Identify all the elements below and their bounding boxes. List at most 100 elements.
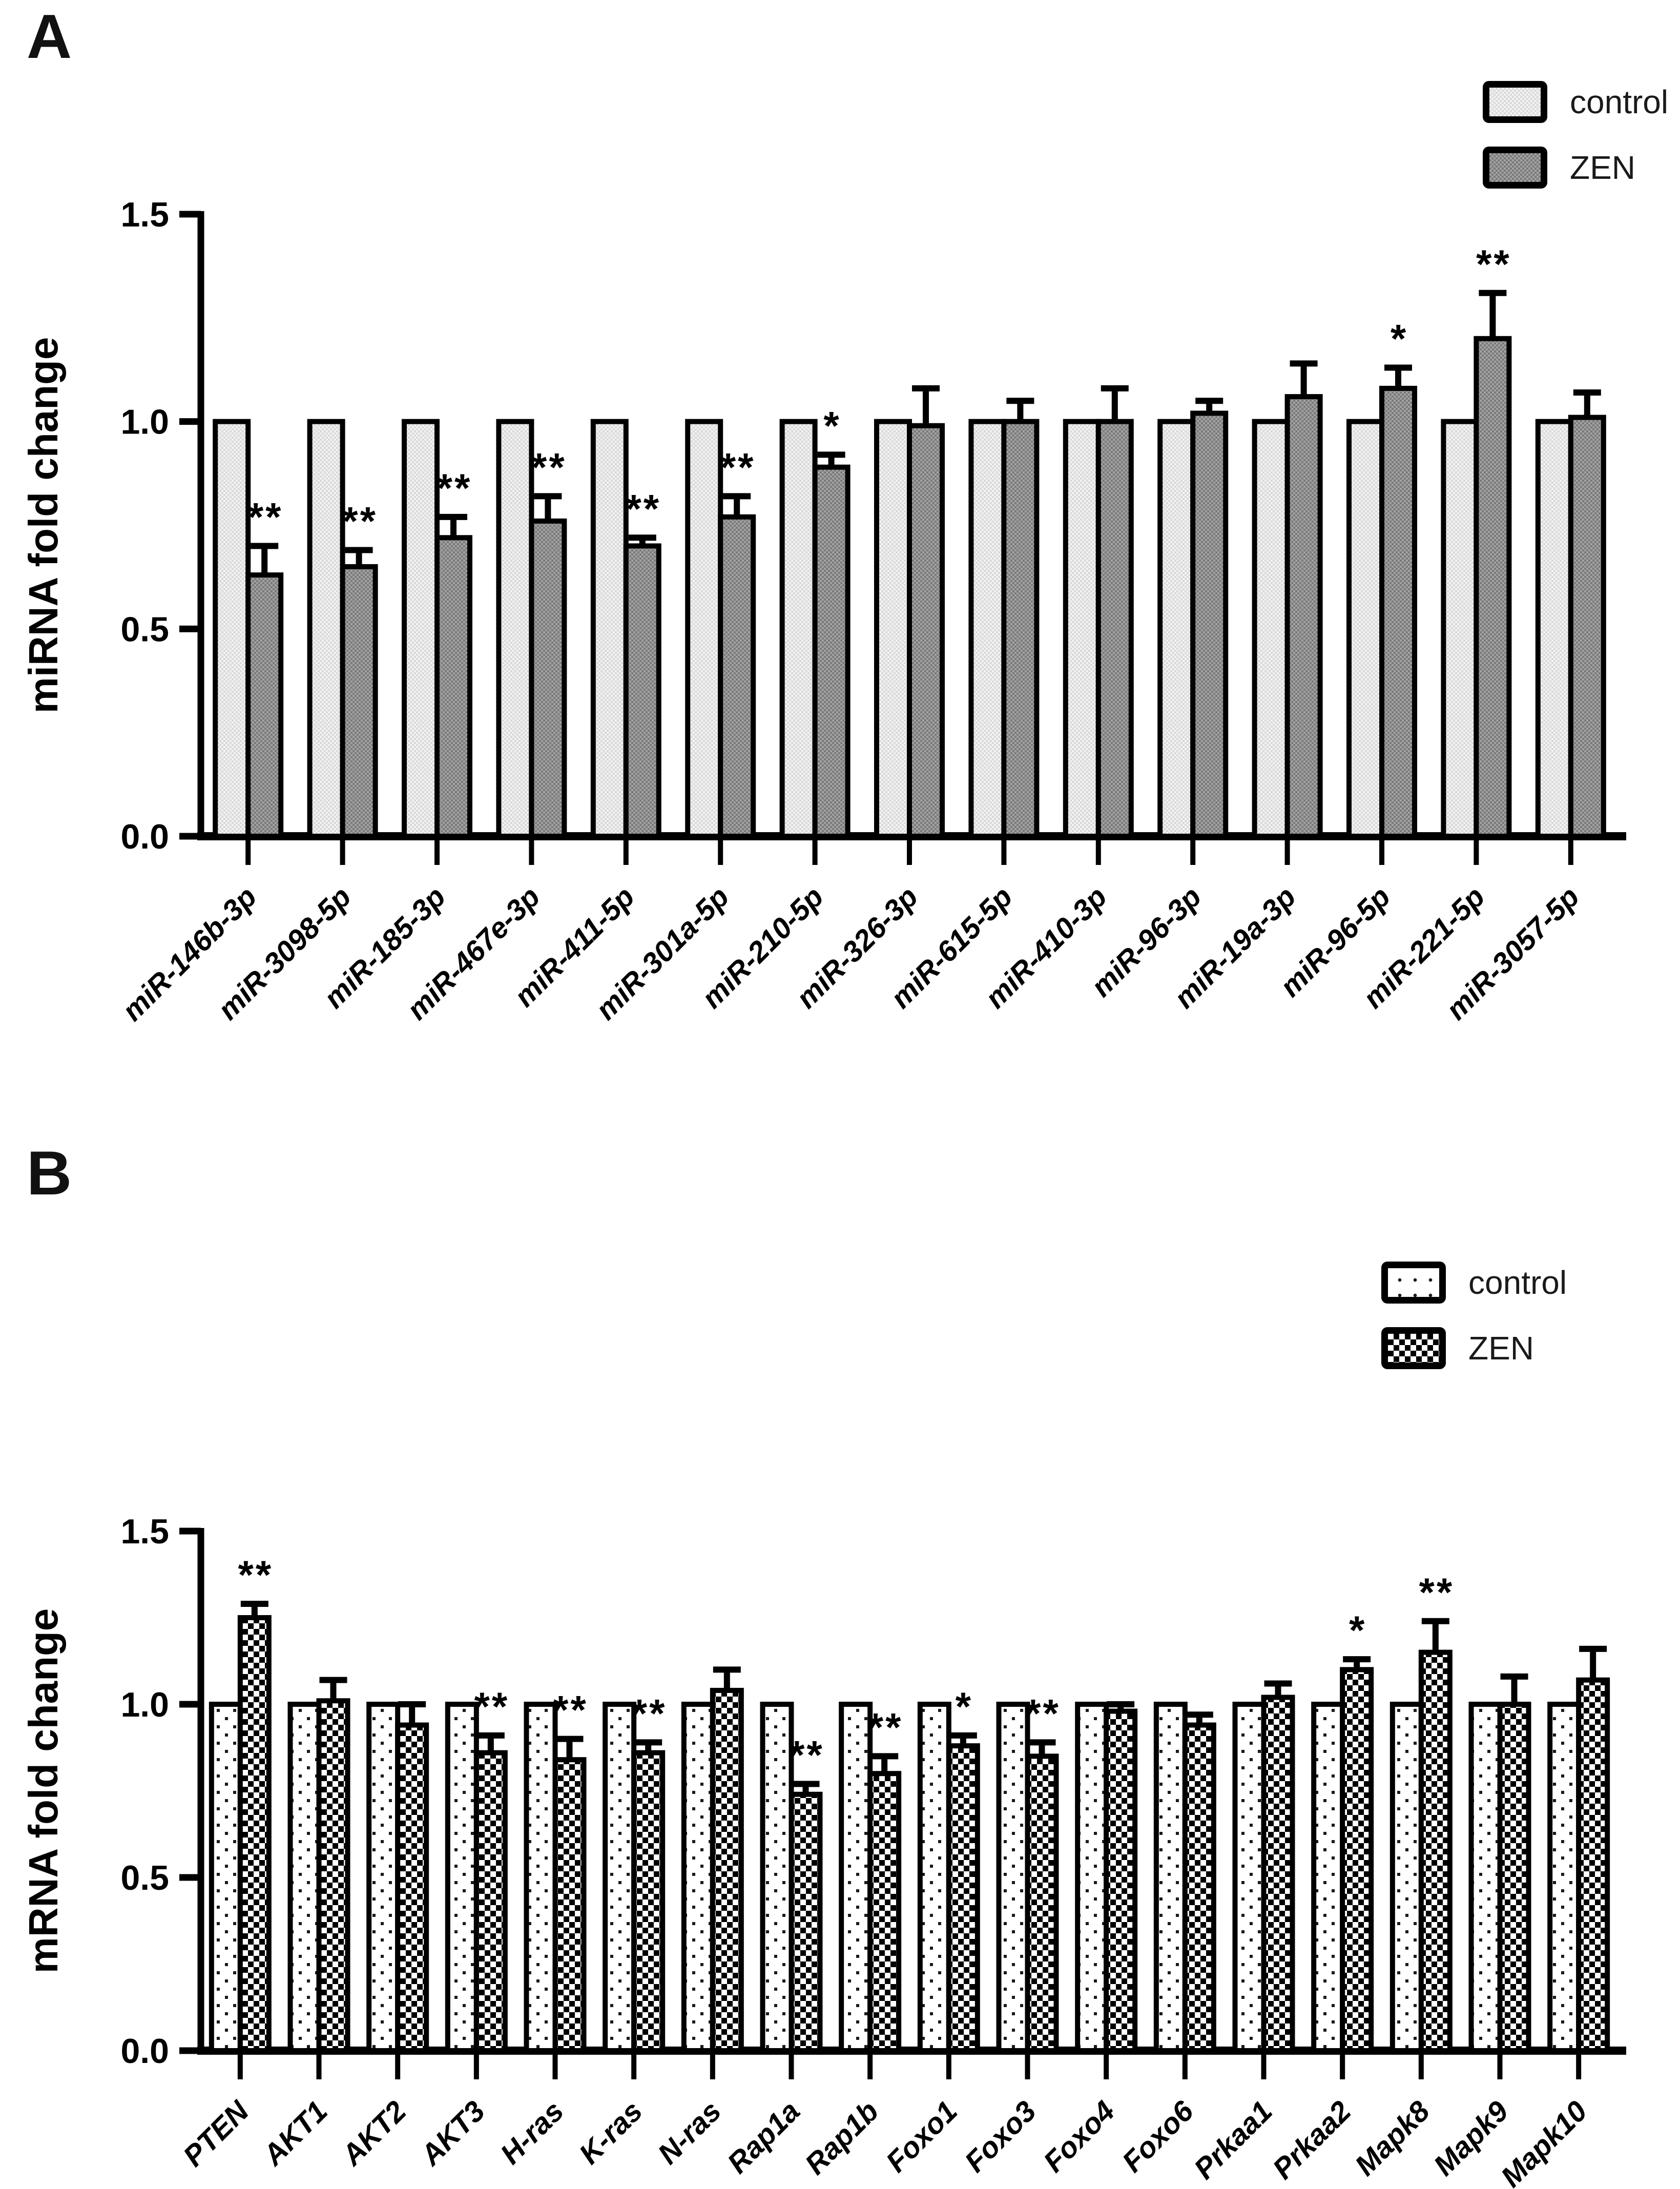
bar-zen-miR-301a-5p — [718, 514, 756, 839]
bar-zen-miR-615-5p — [1001, 419, 1040, 839]
legend-row-zen-b: ZEN — [1381, 1327, 1567, 1369]
bar-control-Foxo6 — [1153, 1702, 1188, 2053]
bar-control-miR-19a-3p — [1252, 419, 1290, 839]
bar-control-miR-615-5p — [968, 419, 1007, 839]
legend-panel-b: control ZEN — [1381, 1262, 1567, 1393]
bar-zen-miR-221-5p — [1474, 336, 1512, 839]
bar-control-PTEN — [209, 1702, 243, 2053]
bar-zen-miR-3098-5p — [340, 564, 378, 839]
bar-control-Rap1a — [760, 1702, 794, 2053]
bar-control-K-ras — [603, 1702, 637, 2053]
legend-label-control: control — [1468, 1264, 1567, 1301]
y-axis-title: mRNA fold change — [20, 1608, 66, 1974]
legend-row-control-b: control — [1381, 1262, 1567, 1304]
significance-marker-H-ras: ** — [553, 1687, 588, 1732]
significance-marker-Rap1a: ** — [789, 1732, 824, 1777]
bar-control-miR-410-3p — [1063, 419, 1101, 839]
category-label: Mapk8 — [1349, 2095, 1436, 2182]
bar-zen-K-ras — [631, 1750, 666, 2053]
bar-control-miR-3057-5p — [1535, 419, 1573, 839]
bar-zen-miR-19a-3p — [1284, 394, 1323, 839]
bar-zen-AKT2 — [395, 1722, 429, 2054]
bar-zen-H-ras — [552, 1757, 587, 2053]
y-tick-label: 1.0 — [120, 1685, 169, 1724]
bar-zen-Prkaa2 — [1340, 1667, 1374, 2053]
panel-a-label: A — [27, 2, 72, 71]
bar-zen-miR-96-5p — [1379, 385, 1417, 839]
legend-row-zen-a: ZEN — [1483, 147, 1668, 189]
bar-control-miR-96-3p — [1157, 419, 1196, 839]
panel-b-plot: 0.0 0.5 1.0 1.5 mRNA fold change PTEN ** AKT1 AK… — [20, 1512, 1626, 2189]
legend-label-control: control — [1570, 84, 1669, 120]
significance-marker-Rap1b: ** — [868, 1704, 903, 1749]
significance-marker-Foxo3: ** — [1025, 1690, 1061, 1736]
bar-zen-miR-146b-3p — [245, 572, 284, 839]
legend-swatch-control-icon — [1483, 81, 1547, 123]
legend-panel-a: control ZEN — [1483, 81, 1668, 212]
category-label: AKT1 — [256, 2095, 334, 2173]
bar-zen-Prkaa1 — [1261, 1695, 1295, 2053]
bar-zen-Foxo1 — [946, 1743, 980, 2054]
bar-control-miR-185-3p — [402, 419, 440, 839]
bar-control-N-ras — [681, 1702, 715, 2053]
category-label: Foxo3 — [959, 2095, 1043, 2179]
bar-control-Foxo4 — [1075, 1702, 1109, 2053]
category-label: Prkaa1 — [1188, 2095, 1278, 2185]
bar-zen-AKT1 — [316, 1698, 350, 2053]
bar-control-Rap1b — [839, 1702, 873, 2053]
bar-control-AKT2 — [366, 1702, 401, 2053]
bar-control-miR-3098-5p — [307, 419, 345, 839]
legend-swatch-zen-icon — [1483, 147, 1547, 189]
bar-zen-miR-185-3p — [434, 535, 472, 839]
bar-zen-miR-96-3p — [1190, 410, 1229, 839]
bar-zen-AKT3 — [473, 1750, 508, 2053]
significance-marker-miR-3098-5p: ** — [342, 499, 378, 544]
bar-control-miR-301a-5p — [685, 419, 723, 839]
category-label: H-ras — [494, 2095, 570, 2171]
bar-control-miR-411-5p — [590, 419, 629, 839]
y-tick-label: 0.0 — [120, 2032, 169, 2071]
bar-zen-Mapk9 — [1497, 1702, 1531, 2053]
legend-row-control-a: control — [1483, 81, 1668, 123]
legend-label-zen: ZEN — [1570, 149, 1635, 186]
bar-control-Foxo1 — [917, 1702, 951, 2053]
legend-swatch-control-icon — [1381, 1262, 1446, 1304]
bar-zen-miR-467e-3p — [529, 518, 567, 839]
category-label: Rap1a — [721, 2095, 806, 2180]
bar-control-Mapk8 — [1389, 1702, 1424, 2053]
category-label: AKT2 — [335, 2095, 412, 2173]
significance-marker-PTEN: ** — [238, 1552, 273, 1597]
category-label: PTEN — [177, 2094, 256, 2173]
bar-zen-Mapk8 — [1418, 1649, 1453, 2054]
category-label: N-ras — [652, 2095, 728, 2171]
significance-marker-Mapk8: ** — [1419, 1570, 1454, 1615]
significance-marker-miR-96-5p: * — [1391, 316, 1408, 361]
y-tick-label: 1.5 — [120, 1512, 169, 1551]
significance-marker-miR-301a-5p: ** — [720, 444, 756, 489]
bar-zen-Foxo4 — [1104, 1708, 1138, 2053]
legend-swatch-zen-icon — [1381, 1327, 1446, 1369]
bar-control-Foxo3 — [996, 1702, 1030, 2053]
bar-zen-Foxo6 — [1182, 1722, 1216, 2054]
bar-zen-Rap1a — [789, 1791, 823, 2053]
bar-control-Prkaa1 — [1232, 1702, 1267, 2053]
bar-control-H-ras — [524, 1702, 558, 2053]
significance-marker-miR-185-3p: ** — [437, 465, 472, 510]
category-label: K-ras — [573, 2095, 649, 2171]
bar-control-miR-146b-3p — [213, 419, 251, 839]
y-tick-label: 0.5 — [120, 1858, 169, 1897]
legend-label-zen: ZEN — [1468, 1330, 1534, 1367]
significance-marker-miR-146b-3p: ** — [248, 494, 283, 539]
category-label: Rap1b — [799, 2095, 885, 2181]
bar-control-miR-326-3p — [874, 419, 912, 839]
bar-zen-miR-410-3p — [1095, 419, 1134, 839]
significance-marker-Foxo1: * — [956, 1684, 973, 1729]
y-tick-label: 1.5 — [120, 195, 169, 234]
significance-marker-miR-221-5p: ** — [1476, 241, 1511, 286]
significance-marker-AKT3: ** — [474, 1684, 509, 1729]
category-label: Mapk10 — [1495, 2095, 1593, 2189]
significance-marker-K-ras: ** — [632, 1690, 667, 1736]
